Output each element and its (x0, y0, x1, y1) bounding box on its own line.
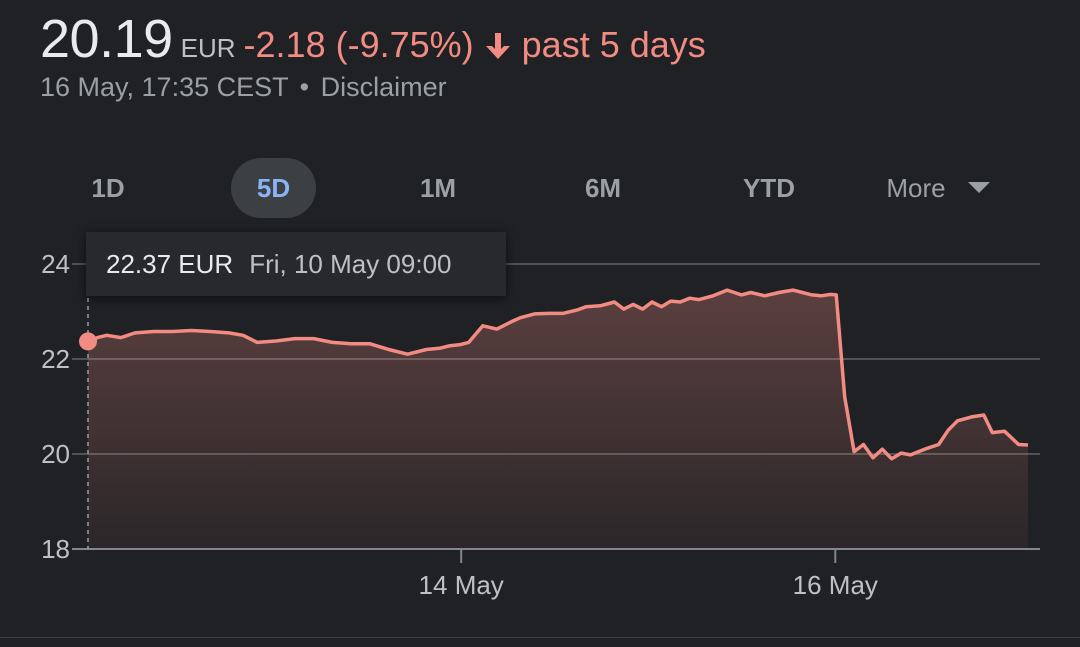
tab-1d[interactable]: 1D (91, 173, 125, 203)
arrow-down-icon (484, 31, 512, 61)
tab-ytd[interactable]: YTD (743, 173, 795, 203)
separator-dot: • (299, 72, 310, 102)
y-tick-label: 24 (41, 249, 70, 279)
x-tick-label: 14 May (419, 570, 504, 600)
quote-subline: 16 May, 17:35 CEST • Disclaimer (40, 72, 706, 103)
y-tick-label: 22 (41, 344, 70, 374)
tab-6m[interactable]: 6M (584, 173, 622, 203)
price-area (88, 290, 1028, 549)
tab-1m[interactable]: 1M (419, 173, 457, 203)
range-tabs: 1D 5D 1M 6M YTD More (0, 158, 1080, 218)
price-line-series (87, 288, 1029, 461)
y-tick-label: 20 (41, 439, 70, 469)
quote-timestamp: 16 May, 17:35 CEST (40, 72, 289, 102)
divider (0, 637, 1080, 638)
caret-down-icon (967, 182, 990, 193)
change-period: past 5 days (521, 24, 706, 65)
quote-header: 20.19 EUR -2.18 (-9.75%) past 5 days 16 … (40, 8, 706, 103)
price-line: 20.19 EUR -2.18 (-9.75%) past 5 days (40, 8, 706, 70)
tab-more-label: More (886, 173, 946, 203)
hover-point[interactable] (79, 332, 97, 351)
hover-tooltip: 22.37 EUR Fri, 10 May 09:00 (86, 232, 506, 296)
price-change: -2.18 (-9.75%) (243, 24, 474, 65)
y-tick-label: 18 (41, 534, 70, 564)
tooltip-value: 22.37 EUR (106, 248, 234, 279)
currency-label: EUR (180, 33, 236, 63)
x-tick-label: 16 May (793, 570, 878, 600)
tab-5d[interactable]: 5D (231, 158, 316, 218)
disclaimer-link[interactable]: Disclaimer (320, 72, 447, 102)
current-price: 20.19 (40, 9, 173, 69)
tab-more[interactable]: More (868, 158, 1008, 218)
tooltip-time: Fri, 10 May 09:00 (249, 248, 452, 279)
